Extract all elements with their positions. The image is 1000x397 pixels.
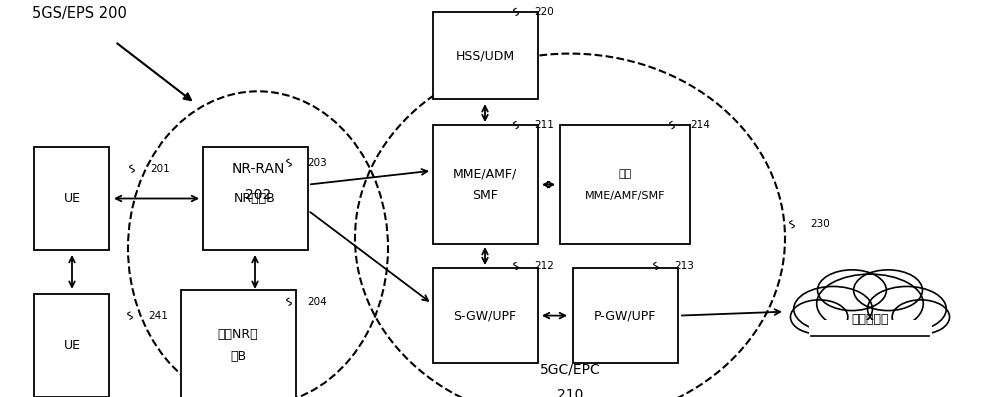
Text: 201: 201 (150, 164, 170, 174)
Text: 其它NR节: 其它NR节 (218, 328, 258, 341)
Text: 点B: 点B (230, 350, 246, 363)
Text: 241: 241 (148, 310, 168, 321)
FancyBboxPatch shape (34, 147, 109, 250)
FancyBboxPatch shape (572, 268, 678, 363)
Ellipse shape (854, 270, 922, 310)
Text: P-GW/UPF: P-GW/UPF (594, 309, 656, 322)
Text: MME/AMF/SMF: MME/AMF/SMF (585, 191, 665, 200)
FancyBboxPatch shape (560, 125, 690, 244)
Text: 其它: 其它 (618, 169, 632, 179)
Text: HSS/UDM: HSS/UDM (455, 49, 515, 62)
FancyBboxPatch shape (432, 125, 538, 244)
Ellipse shape (868, 287, 946, 331)
Text: 230: 230 (810, 219, 830, 229)
FancyBboxPatch shape (34, 294, 109, 397)
FancyBboxPatch shape (432, 268, 538, 363)
FancyBboxPatch shape (180, 290, 296, 397)
Text: UE: UE (64, 339, 80, 352)
Text: 因特网服务: 因特网服务 (851, 313, 889, 326)
Text: S-GW/UPF: S-GW/UPF (453, 309, 517, 322)
Text: MME/AMF/: MME/AMF/ (453, 167, 517, 180)
Text: 212: 212 (534, 261, 554, 271)
Text: 210: 210 (557, 388, 583, 397)
Text: 214: 214 (690, 120, 710, 130)
Ellipse shape (892, 300, 950, 334)
Text: 204: 204 (307, 297, 327, 307)
Text: SMF: SMF (472, 189, 498, 202)
Text: 5GS/EPS 200: 5GS/EPS 200 (32, 6, 127, 21)
FancyBboxPatch shape (432, 12, 538, 99)
Text: 203: 203 (307, 158, 327, 168)
Ellipse shape (818, 270, 886, 310)
Text: NR-RAN: NR-RAN (231, 162, 285, 176)
Ellipse shape (794, 287, 872, 331)
FancyBboxPatch shape (808, 320, 932, 336)
Text: 220: 220 (534, 7, 554, 17)
Text: 211: 211 (534, 120, 554, 130)
Text: 202: 202 (245, 187, 271, 202)
Text: 5GC/EPC: 5GC/EPC (540, 362, 600, 376)
Text: UE: UE (64, 192, 80, 205)
FancyBboxPatch shape (202, 147, 308, 250)
Ellipse shape (817, 274, 923, 333)
Text: NR节点B: NR节点B (234, 192, 276, 205)
Text: 213: 213 (674, 261, 694, 271)
Ellipse shape (790, 300, 848, 334)
